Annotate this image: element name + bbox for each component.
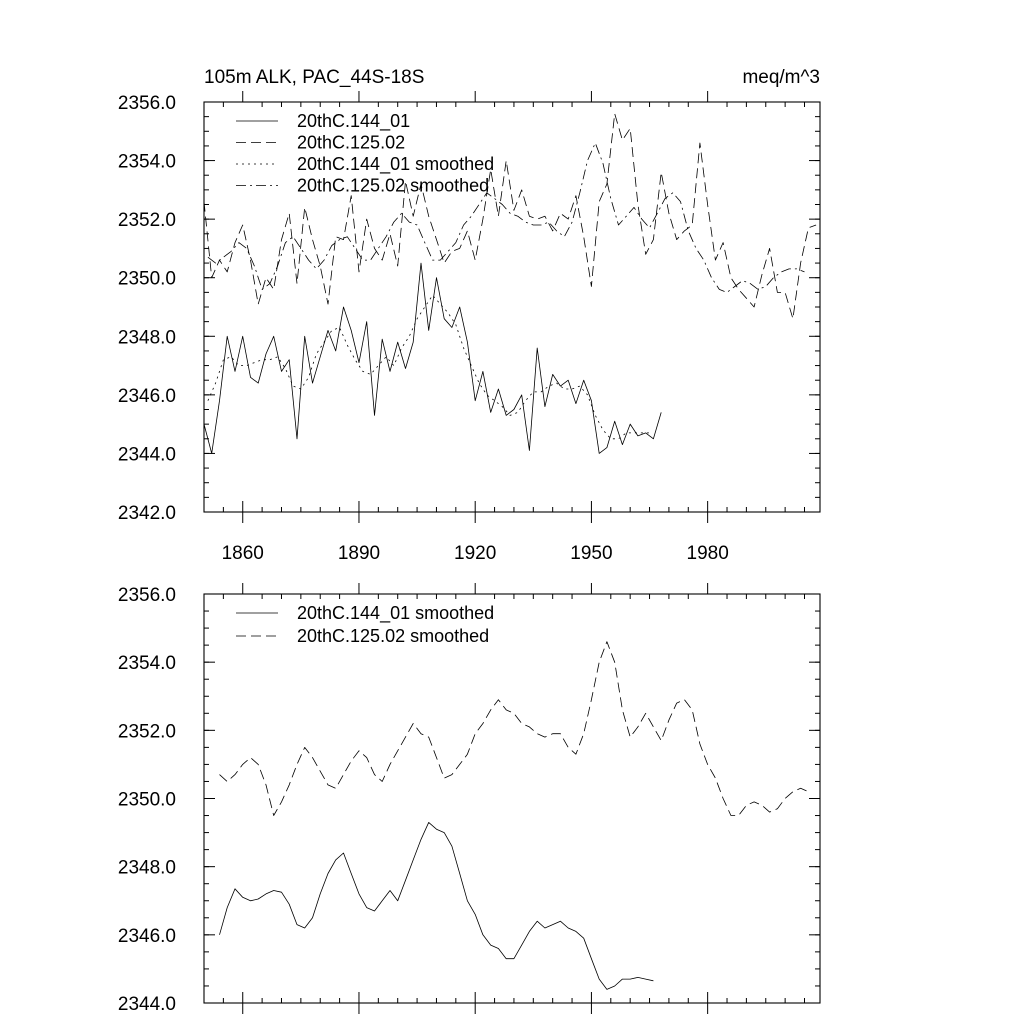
series-line-top-4 xyxy=(207,142,805,293)
chart-title: 105m ALK, PAC_44S-18S xyxy=(204,67,424,88)
y-tick-label: 2354.0 xyxy=(118,152,176,173)
y-tick-label: 2352.0 xyxy=(118,210,176,231)
legend-label: 20thC.125.02 xyxy=(297,133,405,153)
top-panel: 105m ALK, PAC_44S-18S meq/m^3 2342.0 2344… xyxy=(118,67,821,564)
legend-label: 20thC.144_01 xyxy=(297,111,410,132)
legend-label: 20thC.125.02 smoothed xyxy=(297,176,489,196)
series-line-bottom-1 xyxy=(219,822,654,990)
x-tick-label: 1920 xyxy=(454,543,496,564)
y-tick-label: 2344.0 xyxy=(118,444,176,465)
y-tick-label: 2356.0 xyxy=(118,585,176,606)
y-tick-label: 2356.0 xyxy=(118,93,176,114)
legend-label: 20thC.144_01 smoothed xyxy=(297,154,494,175)
top-plot-frame xyxy=(203,101,821,513)
y-tick-label: 2342.0 xyxy=(118,503,176,524)
y-tick-label: 2350.0 xyxy=(118,790,176,811)
y-tick-label: 2346.0 xyxy=(118,386,176,407)
x-tick-label: 1890 xyxy=(338,543,380,564)
bottom-axis-ticks: 2344.0 2346.0 2348.0 2350.0 2352.0 2354.0 2356… xyxy=(118,583,820,1015)
legend-label: 20thC.144_01 smoothed xyxy=(297,603,494,624)
bottom-plot-frame xyxy=(203,593,821,1004)
top-axis-ticks: 2342.0 2344.0 2346.0 2348.0 2350.0 2352.0 2354… xyxy=(118,91,820,564)
y-tick-label: 2348.0 xyxy=(118,327,176,348)
bottom-panel: 2344.0 2346.0 2348.0 2350.0 2352.0 2354.0 2356… xyxy=(118,583,821,1015)
bottom-plot-area xyxy=(219,641,809,990)
units-label: meq/m^3 xyxy=(742,67,820,88)
legend-label: 20thC.125.02 smoothed xyxy=(297,626,489,646)
y-tick-label: 2344.0 xyxy=(118,994,176,1015)
y-tick-label: 2354.0 xyxy=(118,653,176,674)
y-tick-label: 2348.0 xyxy=(118,858,176,879)
series-line-top-2 xyxy=(203,113,817,320)
x-tick-label: 1860 xyxy=(222,543,264,564)
y-tick-label: 2350.0 xyxy=(118,269,176,290)
y-tick-label: 2346.0 xyxy=(118,926,176,947)
series-line-top-1 xyxy=(203,262,662,454)
x-tick-label: 1950 xyxy=(570,543,612,564)
top-plot-area xyxy=(203,113,817,454)
series-line-bottom-2 xyxy=(219,641,809,816)
x-tick-label: 1980 xyxy=(687,543,729,564)
y-tick-label: 2352.0 xyxy=(118,721,176,742)
series-line-top-3 xyxy=(207,294,650,440)
